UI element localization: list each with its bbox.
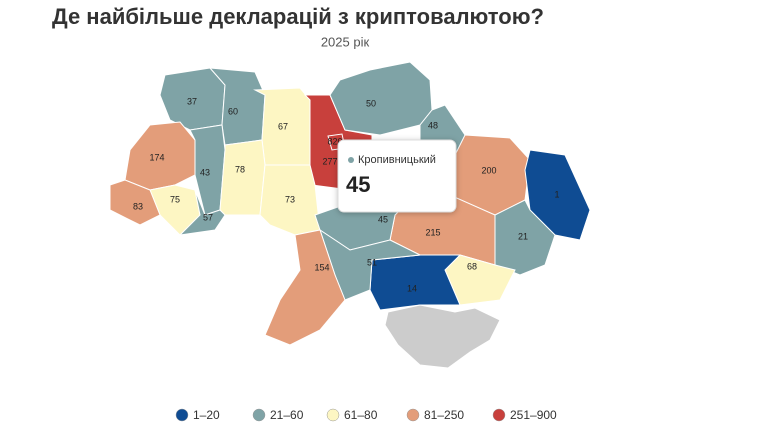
region-label: 51 bbox=[367, 257, 377, 267]
region-label: 60 bbox=[228, 106, 238, 116]
region bbox=[329, 61, 433, 136]
region-label: 83 bbox=[133, 201, 143, 211]
legend-swatch bbox=[406, 408, 420, 422]
region-label: 154 bbox=[314, 262, 329, 272]
region-label: 78 bbox=[235, 164, 245, 174]
legend-swatch bbox=[252, 408, 266, 422]
legend-label: 251–900 bbox=[510, 408, 557, 422]
region-label: 75 bbox=[170, 194, 180, 204]
region bbox=[369, 254, 462, 311]
tooltip-name: Кропивницький bbox=[358, 154, 436, 166]
region bbox=[219, 139, 266, 216]
region-label: 67 bbox=[278, 121, 288, 131]
legend-label: 1–20 bbox=[193, 408, 220, 422]
subtitle: 2025 рік bbox=[321, 34, 370, 49]
region-label: 48 bbox=[428, 120, 438, 130]
title: Де найбільше декларацій з криптовалютою? bbox=[52, 4, 544, 29]
legend-label: 61–80 bbox=[344, 408, 378, 422]
legend: 1–20 21–60 61–80 81–250 251–900 bbox=[175, 408, 557, 422]
legend-label: 21–60 bbox=[270, 408, 304, 422]
region-label: 21 bbox=[518, 231, 528, 241]
region-label: 820 bbox=[327, 136, 342, 146]
region-label: 200 bbox=[481, 165, 496, 175]
tooltip: Кропивницький 45 bbox=[337, 139, 457, 213]
region bbox=[524, 149, 591, 241]
region bbox=[178, 189, 226, 236]
legend-swatch bbox=[492, 408, 506, 422]
legend-swatch bbox=[326, 408, 340, 422]
map: 3760672778205048174437875835773702001212… bbox=[109, 61, 591, 369]
region-label: 73 bbox=[285, 194, 295, 204]
legend-label: 81–250 bbox=[424, 408, 464, 422]
region-label: 174 bbox=[149, 152, 164, 162]
region-label: 215 bbox=[425, 227, 440, 237]
crimea bbox=[384, 304, 501, 369]
region-label: 14 bbox=[407, 283, 417, 293]
region bbox=[109, 179, 161, 226]
region-label: 68 bbox=[467, 261, 477, 271]
region-label: 1 bbox=[554, 189, 559, 199]
tooltip-value: 45 bbox=[346, 172, 370, 197]
region-label: 37 bbox=[187, 96, 197, 106]
legend-swatch bbox=[175, 408, 189, 422]
tooltip-dot bbox=[348, 157, 354, 163]
region-label: 57 bbox=[203, 212, 213, 222]
region-label: 277 bbox=[322, 156, 337, 166]
region bbox=[264, 229, 346, 346]
region-label: 50 bbox=[366, 98, 376, 108]
tooltip-box bbox=[337, 139, 457, 213]
region-label: 45 bbox=[378, 214, 388, 224]
region-label: 43 bbox=[200, 167, 210, 177]
